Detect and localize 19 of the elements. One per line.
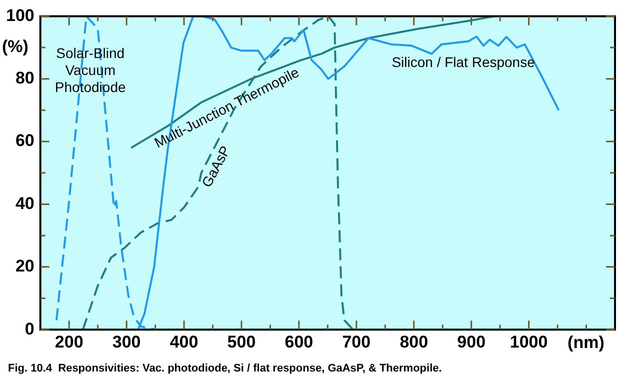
y-tick-label: 60	[15, 131, 34, 150]
y-tick-label: 100	[6, 6, 34, 25]
x-tick-label: 900	[457, 332, 486, 352]
y-tick-label: 20	[15, 256, 34, 276]
y-tick-label: 0	[24, 319, 34, 338]
x-tick-label: 500	[227, 332, 256, 352]
y-axis-title: (%)	[2, 37, 28, 56]
caption: Fig. 10.4 Responsivities: Vac. photodiode, Si / flat response, GaAsP, & Thermopile.	[8, 362, 442, 375]
y-tick-label: 40	[15, 194, 34, 213]
annotation: Silicon / Flat Response	[392, 54, 536, 70]
x-tick-label: 1000	[510, 332, 548, 352]
y-tick-label: 80	[15, 68, 34, 88]
x-tick-label: 300	[112, 332, 141, 352]
x-axis-title: (nm)	[568, 332, 604, 352]
x-tick-label: 700	[342, 332, 371, 352]
x-tick-label: 600	[284, 332, 314, 352]
x-tick-label: 800	[400, 332, 428, 352]
x-tick-label: 200	[54, 332, 84, 352]
x-tick-label: 400	[170, 332, 198, 352]
